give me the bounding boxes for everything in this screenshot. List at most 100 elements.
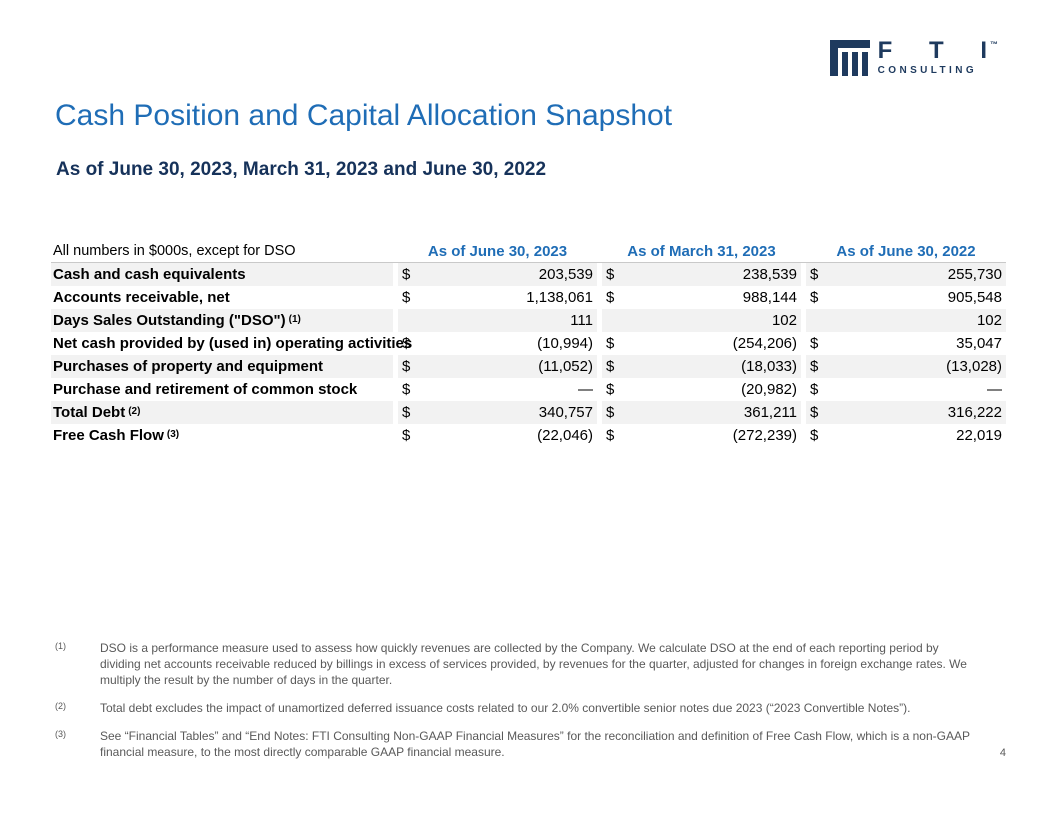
currency-symbol: $: [810, 358, 819, 375]
currency-symbol: $: [402, 289, 411, 306]
column-header-march-2023: As of March 31, 2023: [627, 242, 776, 260]
currency-symbol: $: [810, 335, 819, 352]
table-row: Free Cash Flow (3) $ (22,046) $ (272,239) $…: [51, 424, 1006, 447]
cell-value: (13,028): [946, 358, 1002, 375]
currency-symbol: $: [402, 266, 411, 283]
cell-value: 102: [771, 312, 797, 329]
table-row: Cash and cash equivalents $203,539 $238,…: [51, 263, 1006, 286]
value-cell: $ (11,052): [398, 355, 597, 378]
value-cell: $ (18,033): [602, 355, 801, 378]
value-cell: $905,548: [806, 286, 1006, 309]
value-cell: $22,019: [806, 424, 1006, 447]
currency-symbol: $: [606, 266, 615, 283]
row-label-text: Days Sales Outstanding ("DSO"): [53, 312, 286, 329]
cell-value: 111: [570, 312, 593, 329]
currency-symbol: $: [402, 427, 411, 444]
currency-symbol: $: [606, 381, 615, 398]
row-label: Accounts receivable, net: [51, 286, 393, 309]
cell-value: 102: [976, 312, 1002, 329]
value-cell: 102: [602, 309, 801, 332]
cell-value: (11,052): [538, 358, 593, 375]
page-subtitle: As of June 30, 2023, March 31, 2023 and …: [56, 159, 547, 180]
table-row: Purchases of property and equipment $ (11…: [51, 355, 1006, 378]
currency-symbol: $: [402, 335, 411, 352]
table-units-note: All numbers in $000s, except for DSO: [53, 243, 296, 259]
value-cell: $ (10,994): [398, 332, 597, 355]
value-cell: $255,730: [806, 263, 1006, 286]
currency-symbol: $: [810, 404, 819, 421]
cell-value: —: [578, 381, 593, 398]
currency-symbol: $: [606, 358, 615, 375]
value-cell: $ —: [806, 378, 1006, 401]
currency-symbol: $: [402, 381, 411, 398]
logo-text: F T I™ CONSULTING: [877, 37, 1010, 77]
cell-value: 35,047: [956, 335, 1002, 352]
footnote-1-marker: (1): [55, 641, 66, 651]
cell-value: 203,539: [538, 266, 593, 283]
cell-value: 255,730: [947, 266, 1002, 283]
cell-value: 361,211: [743, 404, 797, 421]
currency-symbol: $: [606, 335, 615, 352]
value-cell: $ —: [398, 378, 597, 401]
cell-value: 340,757: [538, 404, 593, 421]
value-cell: $988,144: [602, 286, 801, 309]
footnote-2-text: Total debt excludes the impact of unamor…: [100, 701, 911, 715]
table-row: Net cash provided by (used in) operating…: [51, 332, 1006, 355]
table-header-row: All numbers in $000s, except for DSO As …: [51, 240, 1006, 263]
currency-symbol: $: [402, 404, 411, 421]
currency-symbol: $: [810, 266, 819, 283]
cell-value: —: [987, 381, 1002, 398]
footnote-1-text: DSO is a performance measure used to ass…: [100, 641, 967, 687]
cell-value: 988,144: [742, 289, 797, 306]
fti-column-icon: [829, 40, 870, 82]
row-label: Net cash provided by (used in) operating…: [51, 332, 412, 355]
currency-symbol: $: [810, 381, 819, 398]
value-cell: 111: [398, 309, 597, 332]
cell-value: (272,239): [732, 427, 797, 444]
value-cell: $ (272,239): [602, 424, 801, 447]
table-row: Accounts receivable, net $1,138,061 $988…: [51, 286, 1006, 309]
cell-value: 316,222: [947, 404, 1002, 421]
footnote-2: (2) Total debt excludes the impact of un…: [55, 700, 1010, 716]
page-title: Cash Position and Capital Allocation Sna…: [55, 99, 673, 132]
column-header-june-2023: As of June 30, 2023: [427, 242, 568, 260]
row-label-sup: (3): [166, 429, 180, 440]
cell-value: (10,994): [537, 335, 593, 352]
cell-value: (18,033): [741, 358, 797, 375]
row-label-sup: (1): [288, 314, 301, 325]
value-cell: $361,211: [602, 401, 801, 424]
financial-table: All numbers in $000s, except for DSO As …: [51, 240, 1006, 447]
currency-symbol: $: [810, 427, 819, 444]
logo-fti: F T I: [877, 37, 1002, 64]
logo-consulting: CONSULTING: [877, 65, 978, 76]
currency-symbol: $: [606, 289, 615, 306]
currency-symbol: $: [606, 427, 615, 444]
footnote-2-marker: (2): [55, 701, 66, 711]
footnotes-section: (1) DSO is a performance measure used to…: [55, 640, 1010, 772]
value-cell: $316,222: [806, 401, 1006, 424]
value-cell: $1,138,061: [398, 286, 597, 309]
currency-symbol: $: [606, 404, 615, 421]
fti-consulting-logo: F T I™ CONSULTING: [829, 37, 1010, 82]
currency-symbol: $: [402, 358, 411, 375]
row-label-text: Free Cash Flow: [53, 427, 164, 444]
row-label-text: Total Debt: [53, 404, 126, 421]
logo-letters: F T I™: [877, 37, 1010, 64]
footnote-3-marker: (3): [55, 729, 66, 739]
row-label: Purchases of property and equipment: [51, 355, 393, 378]
value-cell: $35,047: [806, 332, 1006, 355]
row-label: Cash and cash equivalents: [51, 263, 393, 286]
footnote-3-text: See “Financial Tables” and “End Notes: F…: [100, 729, 970, 759]
cell-value: (22,046): [537, 427, 593, 444]
table-row: Days Sales Outstanding ("DSO") (1) 111 10…: [51, 309, 1006, 332]
cell-value: (254,206): [732, 335, 797, 352]
value-cell: $340,757: [398, 401, 597, 424]
value-cell: $ (254,206): [602, 332, 801, 355]
row-label-text: Purchases of property and equipment: [53, 358, 324, 375]
row-label-sup: (2): [128, 406, 141, 417]
row-label-text: Cash and cash equivalents: [53, 266, 246, 283]
footnote-1: (1) DSO is a performance measure used to…: [55, 640, 1010, 688]
row-label: Days Sales Outstanding ("DSO") (1): [51, 309, 393, 332]
value-cell: $203,539: [398, 263, 597, 286]
